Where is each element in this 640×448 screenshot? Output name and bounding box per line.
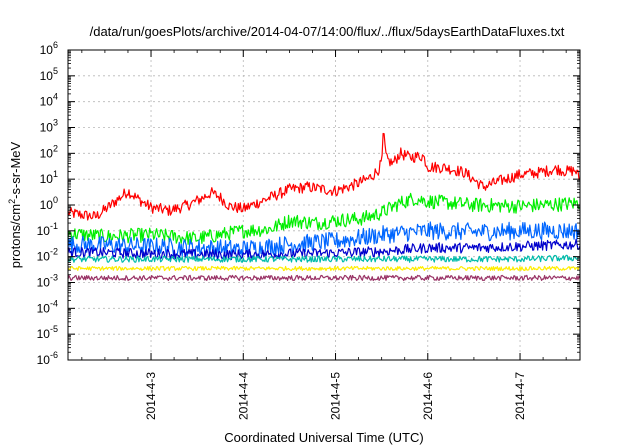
x-tick-label: 2014-4-3 <box>144 372 158 420</box>
series-line-5 <box>67 254 581 263</box>
y-tick-label: 105 <box>40 66 58 83</box>
y-axis-title-pre: protons/cm <box>8 204 23 268</box>
y-axis-title: protons/cm2-s-sr-MeV <box>7 141 23 268</box>
series-line-3 <box>67 221 581 258</box>
y-tick-label: 10-6 <box>37 350 58 367</box>
series-line-2 <box>67 192 581 245</box>
x-tick-labels: 2014-4-3 2014-4-4 2014-4-5 2014-4-6 2014-4-7 <box>144 372 527 420</box>
series-line-7 <box>67 274 581 282</box>
y-tick-label: 10-5 <box>37 324 58 341</box>
x-axis-title: Coordinated Universal Time (UTC) <box>224 430 423 445</box>
y-tick-label: 10-3 <box>37 273 58 290</box>
series-layer <box>67 132 581 282</box>
x-tick-label: 2014-4-5 <box>329 372 343 420</box>
axis-ticks <box>68 49 580 361</box>
x-tick-label: 2014-4-4 <box>236 372 250 420</box>
y-tick-label: 100 <box>40 195 58 212</box>
y-tick-label: 10-4 <box>37 298 58 315</box>
y-axis-title-post: -s-sr-MeV <box>8 141 23 198</box>
y-tick-label: 102 <box>40 143 58 160</box>
y-tick-label: 103 <box>40 118 58 135</box>
x-tick-label: 2014-4-7 <box>513 372 527 420</box>
y-tick-labels: 10-6 10-5 10-4 10-3 10-2 10-1 100 101 102 103 104 1… <box>37 40 58 367</box>
y-tick-label: 101 <box>40 169 58 186</box>
series-line-4 <box>67 238 581 261</box>
y-tick-label: 106 <box>40 40 58 57</box>
y-tick-label: 104 <box>40 92 58 109</box>
y-tick-label: 10-1 <box>37 221 58 238</box>
series-line-6 <box>67 265 581 272</box>
x-tick-label: 2014-4-6 <box>421 372 435 420</box>
y-axis-title-sup: 2 <box>7 199 17 204</box>
chart-title: /data/run/goesPlots/archive/2014-04-07/1… <box>90 24 565 39</box>
series-line-1 <box>67 132 581 221</box>
y-tick-label: 10-2 <box>37 247 58 264</box>
